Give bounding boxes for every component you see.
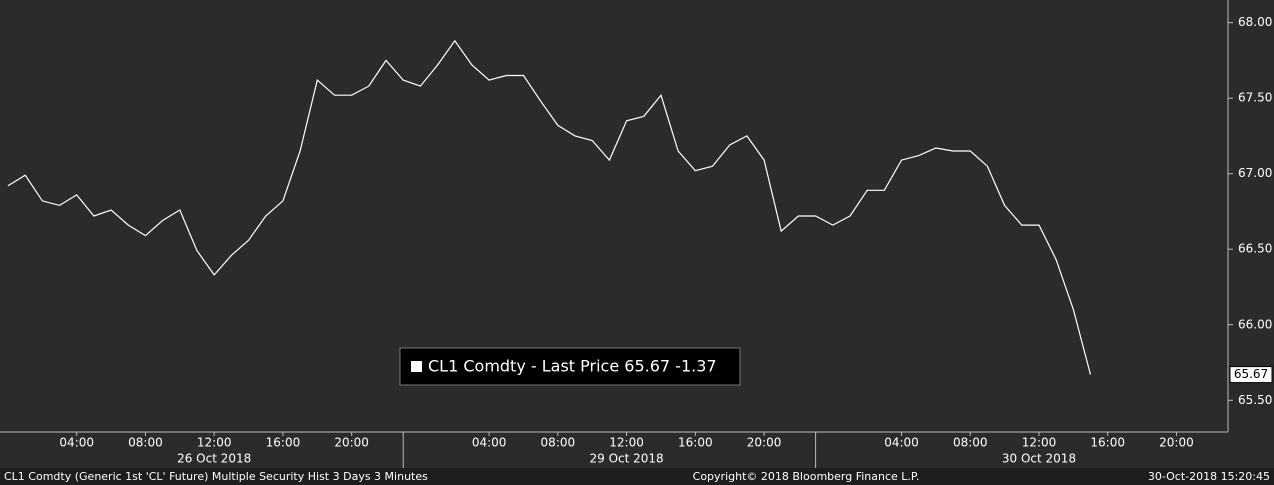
legend-swatch (411, 361, 422, 372)
x-tick-label: 08:00 (953, 436, 988, 450)
y-tick-label: 67.00 (1238, 166, 1272, 180)
y-tick-label: 67.50 (1238, 91, 1272, 105)
x-tick-label: 20:00 (334, 436, 369, 450)
x-tick-label: 04:00 (59, 436, 94, 450)
footer-right: 30-Oct-2018 15:20:45 (1148, 470, 1270, 483)
last-price-tag (1229, 366, 1273, 384)
y-tick-label: 66.00 (1238, 317, 1272, 331)
footer-left: CL1 Comdty (Generic 1st 'CL' Future) Mul… (4, 470, 428, 483)
footer-center: Copyright© 2018 Bloomberg Finance L.P. (693, 470, 920, 483)
legend-label: CL1 Comdty - Last Price 65.67 -1.37 (428, 357, 717, 376)
x-tick-label: 16:00 (678, 436, 713, 450)
y-tick-label: 65.50 (1238, 393, 1272, 407)
x-tick-label: 04:00 (884, 436, 919, 450)
x-tick-label: 20:00 (747, 436, 782, 450)
day-label: 29 Oct 2018 (589, 452, 663, 466)
x-tick-label: 12:00 (197, 436, 232, 450)
x-tick-label: 20:00 (1159, 436, 1194, 450)
x-tick-label: 04:00 (472, 436, 507, 450)
legend-box (399, 347, 741, 386)
price-line (7, 39, 1092, 375)
x-tick-label: 16:00 (266, 436, 301, 450)
x-tick-label: 08:00 (128, 436, 163, 450)
footer-bar (0, 468, 1274, 485)
x-tick-label: 08:00 (541, 436, 576, 450)
day-label: 26 Oct 2018 (177, 452, 251, 466)
x-tick-label: 16:00 (1090, 436, 1125, 450)
y-tick-label: 66.50 (1238, 242, 1272, 256)
x-tick-label: 12:00 (1022, 436, 1057, 450)
day-label: 30 Oct 2018 (1002, 452, 1076, 466)
x-tick-label: 12:00 (609, 436, 644, 450)
last-price-label: 65.67 (1234, 367, 1268, 381)
y-tick-label: 68.00 (1238, 15, 1272, 29)
